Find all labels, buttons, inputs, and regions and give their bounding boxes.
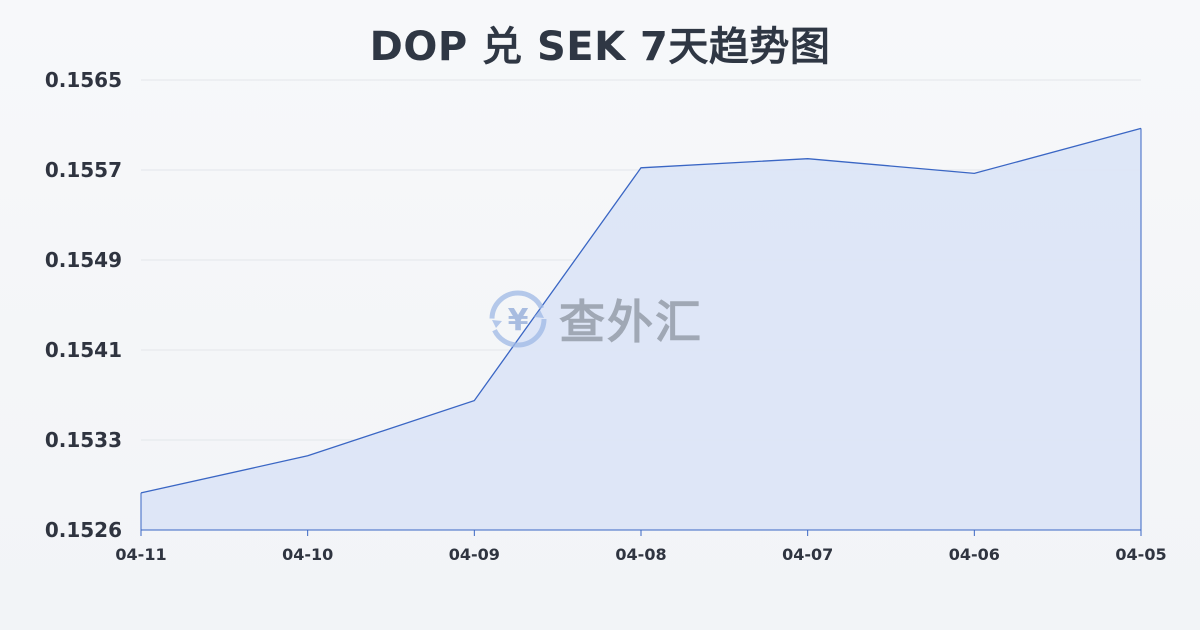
watermark-text: 查外汇 [559,295,703,349]
watermark: ¥ 查外汇 [487,286,703,352]
x-tick-label: 04-05 [1115,545,1166,564]
x-tick-label: 04-10 [282,545,333,564]
x-tick-label: 04-09 [449,545,500,564]
y-tick-label: 0.1549 [45,248,122,272]
x-tick-label: 04-11 [115,545,166,564]
svg-text:¥: ¥ [508,303,529,338]
area-fill [141,128,1141,530]
yen-exchange-icon: ¥ [489,290,547,348]
x-axis-ticks: 04-11 04-10 04-09 04-08 04-07 04-06 04-05 [115,529,1167,564]
y-tick-label: 0.1557 [45,158,122,182]
y-axis-ticks: 0.1565 0.1557 0.1549 0.1541 0.1533 0.1526 [45,68,122,542]
y-tick-label: 0.1541 [45,338,122,362]
y-tick-label: 0.1526 [45,518,122,542]
y-tick-label: 0.1565 [45,68,122,92]
x-tick-label: 04-08 [615,545,666,564]
x-tick-label: 04-06 [949,545,1000,564]
series-line [140,127,1142,494]
x-tick-label: 04-07 [782,545,833,564]
chart-title: DOP 兑 SEK 7天趋势图 [369,24,831,70]
y-tick-label: 0.1533 [45,428,122,452]
